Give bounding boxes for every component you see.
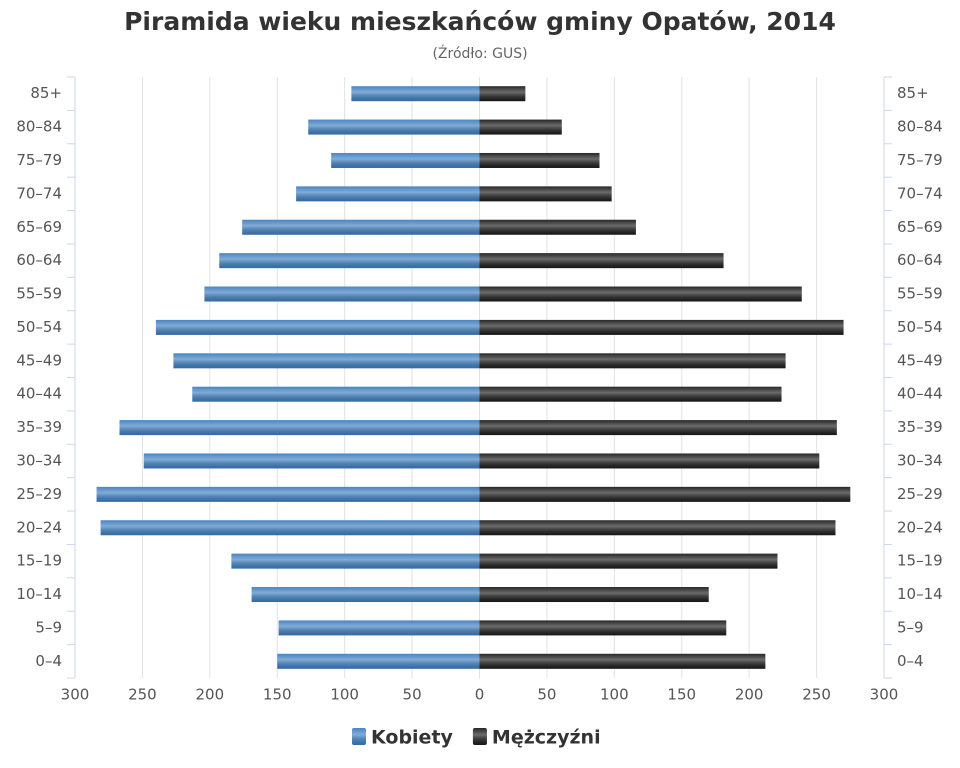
y-tick-label: 15–19 [897,552,943,570]
bar-shine [251,587,480,603]
bar-shine [278,620,480,636]
legend-label: Kobiety [371,727,454,749]
x-tick-label: 100 [600,686,629,704]
x-tick-label: 300 [870,686,899,704]
bar-shine [143,453,480,469]
x-tick-label: 250 [128,686,157,704]
bar-shine [100,520,480,536]
x-tick-label: 0 [475,686,485,704]
y-tick-label: 70–74 [897,184,943,202]
bar-shine [479,420,837,436]
y-tick-label: 0–4 [897,652,924,670]
bar-shine [479,386,782,402]
bar-shine [479,553,778,569]
y-tick-label: 55–59 [897,285,943,303]
y-tick-label: 60–64 [16,251,62,269]
y-tick-label: 85+ [897,84,929,102]
x-tick-label: 150 [263,686,292,704]
y-tick-label: 10–14 [897,585,943,603]
bar-shine [277,653,480,669]
chart-subtitle: (Źródło: GUS) [432,44,527,62]
x-tick-label: 200 [735,686,764,704]
y-tick-label: 85+ [30,84,62,102]
bar-shine [155,319,480,335]
x-tick-label: 50 [537,686,556,704]
bar-shine [231,553,480,569]
y-tick-label: 45–49 [897,351,943,369]
bar-shine [479,587,709,603]
bar-shine [479,486,851,502]
y-tick-label: 25–29 [897,485,943,503]
y-tick-label: 20–24 [897,518,943,536]
chart-title: Piramida wieku mieszkańców gminy Opatów,… [124,7,836,36]
x-tick-label: 50 [403,686,422,704]
y-tick-label: 50–54 [897,318,943,336]
y-tick-label: 30–34 [897,451,943,469]
x-tick-label: 200 [196,686,225,704]
y-tick-label: 65–69 [16,218,62,236]
bar-shine [96,486,480,502]
x-tick-label: 300 [61,686,90,704]
y-tick-label: 60–64 [897,251,943,269]
y-tick-label: 5–9 [897,618,924,636]
bar-shine [479,653,766,669]
bar-shine [331,152,480,168]
bar-shine [479,253,724,269]
y-tick-label: 80–84 [16,118,62,136]
y-tick-label: 10–14 [16,585,62,603]
y-tick-label: 0–4 [35,652,62,670]
bar-shine [479,319,844,335]
bar-shine [242,219,480,235]
x-tick-label: 150 [667,686,696,704]
grid: 300 250 200 150 100 50 0 50 100 150 200 250 300 [61,76,899,704]
y-tick-label: 5–9 [35,618,62,636]
y-tick-label: 40–44 [16,385,62,403]
bar-shine [296,186,480,202]
bar-shine [479,219,636,235]
plot-area: 85+ 85+ 80–84 80–84 75–79 75–79 70–74 70–74 65–6… [16,84,942,670]
y-tick-label: 55–59 [16,285,62,303]
legend-swatch-shine [352,728,366,745]
bar-shine [479,353,786,369]
bar-shine [479,186,612,202]
y-tick-label: 25–29 [16,485,62,503]
x-tick-label: 250 [802,686,831,704]
bar-shine [479,86,526,102]
legend-swatch-shine [472,728,487,745]
y-tick-label: 80–84 [897,118,943,136]
y-tick-label: 35–39 [16,418,62,436]
bar-shine [173,353,480,369]
y-tick-label: 40–44 [897,385,943,403]
bar-shine [479,152,600,168]
bar-shine [308,119,480,135]
y-tick-label: 30–34 [16,451,62,469]
bar-shine [479,119,562,135]
bar-shine [479,286,802,302]
y-tick-label: 75–79 [16,151,62,169]
y-tick-label: 65–69 [897,218,943,236]
legend-label: Mężczyźni [492,727,601,749]
y-tick-label: 15–19 [16,552,62,570]
bar-shine [351,86,480,102]
bar-shine [204,286,480,302]
bar-shine [479,620,727,636]
y-tick-label: 35–39 [897,418,943,436]
bar-shine [479,453,820,469]
y-tick-label: 75–79 [897,151,943,169]
y-tick-label: 20–24 [16,518,62,536]
legend: Kobiety Mężczyźni [352,727,601,749]
bar-shine [219,253,480,269]
bar-shine [119,420,480,436]
bar-shine [192,386,480,402]
y-tick-label: 50–54 [16,318,62,336]
x-tick-label: 100 [330,686,359,704]
y-tick-label: 45–49 [16,351,62,369]
y-tick-label: 70–74 [16,184,62,202]
bar-shine [479,520,836,536]
